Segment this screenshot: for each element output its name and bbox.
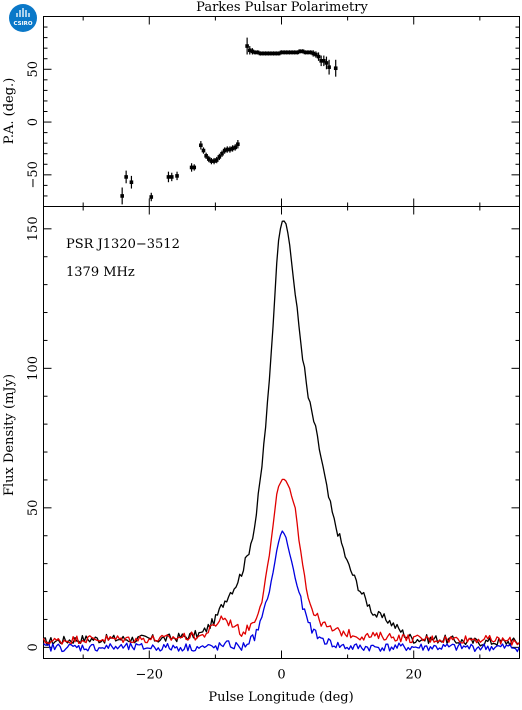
pa-point <box>316 52 321 61</box>
pa-point <box>311 50 316 57</box>
pa-point <box>230 145 235 152</box>
pa-point <box>274 51 279 56</box>
flux-ytick-label: 150 <box>26 216 41 241</box>
pa-point <box>314 51 318 58</box>
flux-xlabel: Pulse Longitude (deg) <box>208 690 353 705</box>
pa-point <box>199 141 203 150</box>
flux-ytick-label: 100 <box>26 356 41 381</box>
pa-point <box>149 192 154 202</box>
pa-ytick-label: 50 <box>26 61 41 78</box>
pa-point <box>269 51 273 56</box>
pa-point <box>192 164 197 171</box>
pa-point <box>282 50 286 55</box>
pa-point <box>261 51 265 56</box>
pa-point <box>287 50 292 55</box>
pa-point <box>298 49 302 54</box>
pa-point <box>253 50 257 55</box>
pa-ytick-label: 0 <box>26 118 41 126</box>
flux-ylabel: Flux Density (mJy) <box>2 374 17 496</box>
pa-panel: −50 0 50 P.A. (deg.) <box>2 16 520 207</box>
pa-point <box>333 59 338 77</box>
pa-point <box>169 172 174 182</box>
pa-point <box>201 147 206 154</box>
pa-point <box>319 55 323 67</box>
pa-point <box>225 146 230 153</box>
pa-point <box>279 50 284 55</box>
pa-point <box>277 51 281 56</box>
circular-polarization-line <box>43 530 520 653</box>
pa-point <box>214 156 219 164</box>
frequency-annotation: 1379 MHz <box>66 265 135 280</box>
pa-point <box>204 152 208 159</box>
csiro-logo-text: CSIRO <box>13 21 32 27</box>
pa-point <box>324 56 329 70</box>
pa-point <box>327 59 331 75</box>
pa-point <box>222 147 227 154</box>
pa-point <box>292 50 297 55</box>
pa-point <box>236 140 240 149</box>
pa-point <box>290 50 294 55</box>
pa-point <box>233 144 238 151</box>
linear-polarization-line <box>42 478 520 646</box>
pa-ytick-label: −50 <box>26 161 41 188</box>
pa-point <box>306 50 310 55</box>
pa-point <box>258 51 263 56</box>
pa-point <box>228 146 232 153</box>
total-intensity-line <box>43 220 520 647</box>
pa-frame <box>43 16 520 207</box>
flux-ytick-label: 0 <box>26 643 41 651</box>
pa-point <box>322 55 326 67</box>
pa-point <box>124 170 128 184</box>
pulsar-name-annotation: PSR J1320−3512 <box>66 237 180 252</box>
pa-point <box>300 49 305 54</box>
flux-ytick-label: 50 <box>26 500 41 517</box>
pa-point <box>271 51 276 56</box>
pa-point <box>209 157 214 165</box>
pa-point <box>250 48 255 55</box>
pa-point <box>308 50 313 55</box>
pa-point <box>245 37 249 55</box>
pa-ylabel: P.A. (deg.) <box>2 78 17 145</box>
pa-point <box>175 171 179 181</box>
pa-point <box>266 51 271 56</box>
flux-xtick-label: 0 <box>277 668 285 683</box>
pa-point <box>129 175 134 189</box>
pa-point <box>217 153 222 161</box>
pa-point <box>284 50 289 55</box>
pa-point <box>303 50 308 55</box>
pa-point <box>212 157 216 165</box>
pa-point <box>255 50 260 55</box>
pa-point <box>247 46 252 55</box>
pa-point <box>120 187 124 205</box>
flux-xtick-label: 20 <box>405 668 422 683</box>
pa-point <box>189 163 194 172</box>
csiro-logo: CSIRO <box>9 4 37 32</box>
pa-point <box>295 50 300 55</box>
chart-title: Parkes Pulsar Polarimetry <box>196 0 368 15</box>
flux-xtick-label: −20 <box>136 668 163 683</box>
pa-point <box>166 171 171 183</box>
pa-point <box>263 51 268 56</box>
pa-point <box>206 155 211 163</box>
pa-point <box>220 150 224 157</box>
